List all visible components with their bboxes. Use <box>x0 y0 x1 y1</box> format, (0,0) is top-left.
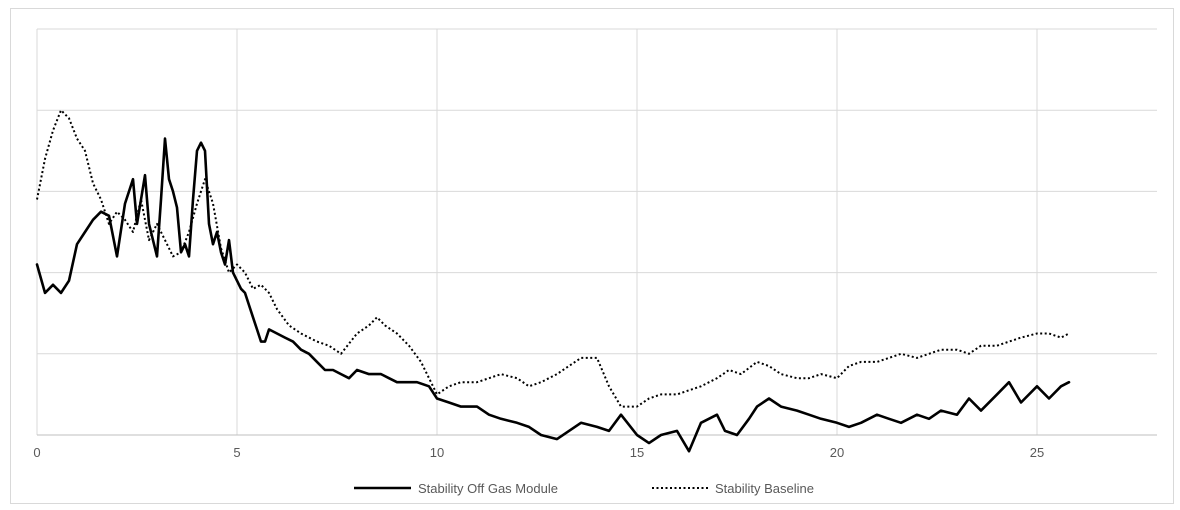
series-line-baseline <box>36 109 1070 408</box>
series-line-off-gas-module <box>35 137 1071 453</box>
series-group <box>35 109 1071 453</box>
x-tick-label: 25 <box>1030 445 1044 460</box>
chart-frame: 0 5 10 15 20 25 Stability Off Gas Module Stabi… <box>10 8 1174 504</box>
x-tick-label: 5 <box>233 445 240 460</box>
x-tick-label: 20 <box>830 445 844 460</box>
legend-label: Stability Baseline <box>715 481 814 496</box>
x-tick-label: 0 <box>33 445 40 460</box>
x-tick-label: 10 <box>430 445 444 460</box>
gridlines <box>36 28 1157 435</box>
legend-label: Stability Off Gas Module <box>418 481 558 496</box>
legend: Stability Off Gas Module Stability Baseli… <box>354 481 814 496</box>
x-axis: 0 5 10 15 20 25 <box>33 434 1157 460</box>
line-chart: 0 5 10 15 20 25 Stability Off Gas Module Stabi… <box>33 28 1157 496</box>
x-tick-label: 15 <box>630 445 644 460</box>
